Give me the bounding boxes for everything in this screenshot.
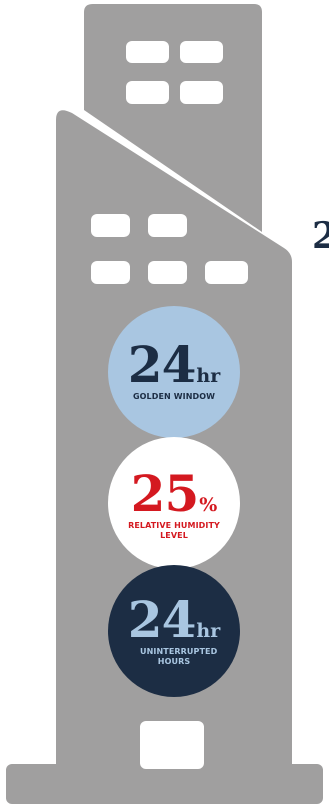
stat-value: 24 — [127, 335, 197, 394]
building-base — [6, 764, 323, 804]
stat-relative-humidity: 25% RELATIVE HUMIDITY LEVEL — [108, 437, 240, 569]
stat-label: UNINTERRUPTED HOURS — [140, 647, 218, 666]
stat-label: RELATIVE HUMIDITY LEVEL — [128, 521, 220, 540]
stat-value-row: 25% — [108, 469, 240, 519]
stat-unit: % — [199, 494, 218, 516]
stat-golden-window: 24hr GOLDEN WINDOW — [108, 306, 240, 438]
stat-unit: hr — [196, 620, 221, 642]
window — [126, 41, 169, 63]
door — [140, 721, 204, 769]
edge-text: 2 — [312, 215, 329, 257]
stat-value-row: 24hr — [108, 595, 240, 645]
stat-label: GOLDEN WINDOW — [132, 392, 216, 401]
window — [91, 261, 130, 284]
window — [180, 81, 223, 104]
stat-value-row: 24hr — [108, 340, 240, 390]
stat-value: 24 — [127, 590, 197, 649]
window — [180, 41, 223, 63]
stat-uninterrupted-hours: 24hr UNINTERRUPTED HOURS — [108, 565, 240, 697]
window — [205, 261, 248, 284]
window — [91, 214, 130, 237]
window — [148, 261, 187, 284]
window — [148, 214, 187, 237]
window — [126, 81, 169, 104]
stat-value: 25 — [130, 464, 200, 523]
stat-unit: hr — [196, 365, 221, 387]
